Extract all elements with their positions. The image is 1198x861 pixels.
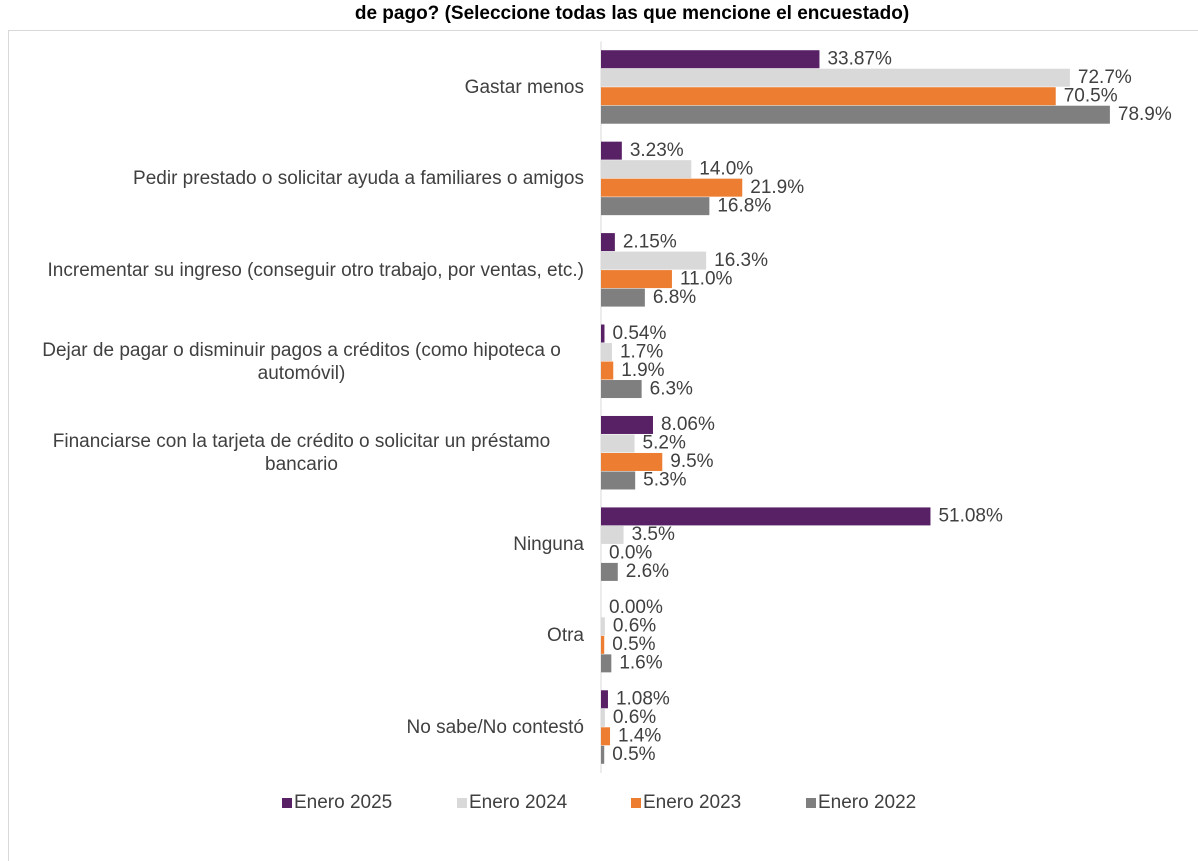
bar xyxy=(601,105,1110,124)
bar xyxy=(601,525,624,544)
bar xyxy=(601,727,611,746)
category-label: Dejar de pagar o disminuir pagos a crédi… xyxy=(42,339,561,384)
bar xyxy=(601,654,612,673)
bar xyxy=(601,690,608,709)
category-label: Ninguna xyxy=(513,533,584,555)
data-label: 0.0% xyxy=(609,543,652,564)
data-label: 0.5% xyxy=(612,634,655,655)
data-label: 0.6% xyxy=(613,616,656,637)
legend-label: Enero 2022 xyxy=(818,792,916,813)
data-label: 1.7% xyxy=(620,341,663,362)
category-label-box: Pedir prestado o solicitar ayuda a famil… xyxy=(14,134,584,224)
bar xyxy=(601,141,622,160)
category-label-box: Gastar menos xyxy=(14,42,584,132)
bar xyxy=(601,343,612,362)
bar xyxy=(601,50,820,69)
category-label-box: No sabe/No contestó xyxy=(14,682,584,772)
bar xyxy=(601,160,692,179)
data-label: 16.8% xyxy=(717,195,771,216)
legend-swatch xyxy=(806,798,816,808)
chart-frame xyxy=(8,30,1198,861)
bar xyxy=(601,87,1056,106)
data-label: 3.23% xyxy=(630,140,684,161)
bar xyxy=(601,507,931,526)
category-label: No sabe/No contestó xyxy=(406,716,584,738)
chart-title: de pago? (Seleccione todas las que menci… xyxy=(355,3,909,24)
bar xyxy=(601,415,653,434)
bar xyxy=(601,361,614,380)
data-label: 1.08% xyxy=(616,689,670,710)
data-label: 1.9% xyxy=(621,360,664,381)
bar xyxy=(601,197,710,216)
data-label: 5.3% xyxy=(643,470,686,491)
data-label: 0.6% xyxy=(613,707,656,728)
data-label: 0.5% xyxy=(612,744,655,765)
category-label: Pedir prestado o solicitar ayuda a famil… xyxy=(133,168,584,190)
bar xyxy=(601,178,743,197)
data-label: 6.8% xyxy=(653,287,696,308)
data-label: 0.54% xyxy=(612,323,666,344)
bar xyxy=(601,380,642,399)
data-label: 2.6% xyxy=(626,561,669,582)
bar xyxy=(601,617,605,636)
legend-label: Enero 2024 xyxy=(469,792,568,813)
legend-label: Enero 2025 xyxy=(294,792,392,813)
bar xyxy=(601,270,672,289)
category-label-box: Otra xyxy=(14,591,584,681)
legend-swatch xyxy=(282,798,292,808)
data-label: 21.9% xyxy=(750,177,804,198)
data-label: 70.5% xyxy=(1064,85,1118,106)
bar xyxy=(601,251,707,270)
legend-label: Enero 2023 xyxy=(643,792,741,813)
data-label: 16.3% xyxy=(714,250,768,271)
data-label: 5.2% xyxy=(643,433,686,454)
bar xyxy=(601,708,605,727)
data-label: 1.6% xyxy=(619,653,662,674)
category-label: Gastar menos xyxy=(464,76,584,98)
data-label: 51.08% xyxy=(938,506,1003,527)
bar xyxy=(601,233,615,252)
data-label: 11.0% xyxy=(680,268,733,289)
category-label-box: Incrementar su ingreso (conseguir otro t… xyxy=(14,225,584,315)
category-label-box: Ninguna xyxy=(14,499,584,589)
bar xyxy=(601,68,1070,87)
data-label: 78.9% xyxy=(1118,104,1172,125)
data-label: 1.4% xyxy=(618,726,661,747)
category-label-box: Dejar de pagar o disminuir pagos a crédi… xyxy=(14,317,584,407)
category-label: Incrementar su ingreso (conseguir otro t… xyxy=(47,259,584,281)
bar xyxy=(601,635,605,654)
legend-swatch xyxy=(631,798,641,808)
bar xyxy=(601,324,605,343)
bar xyxy=(601,471,636,490)
bar xyxy=(601,745,605,764)
bar xyxy=(601,434,635,453)
bar xyxy=(601,452,663,471)
legend-swatch xyxy=(457,798,467,808)
bar xyxy=(601,288,645,307)
data-label: 9.5% xyxy=(670,451,713,472)
data-label: 0.00% xyxy=(609,597,663,618)
category-label-box: Financiarse con la tarjeta de crédito o … xyxy=(14,408,584,498)
bar xyxy=(601,562,618,581)
data-label: 8.06% xyxy=(661,414,715,435)
category-label: Financiarse con la tarjeta de crédito o … xyxy=(52,430,551,475)
data-label: 14.0% xyxy=(699,158,753,179)
data-label: 33.87% xyxy=(827,48,892,69)
data-label: 3.5% xyxy=(632,524,675,545)
data-label: 2.15% xyxy=(623,231,677,252)
category-label: Otra xyxy=(547,625,584,647)
data-label: 72.7% xyxy=(1078,67,1132,88)
data-label: 6.3% xyxy=(650,378,693,399)
